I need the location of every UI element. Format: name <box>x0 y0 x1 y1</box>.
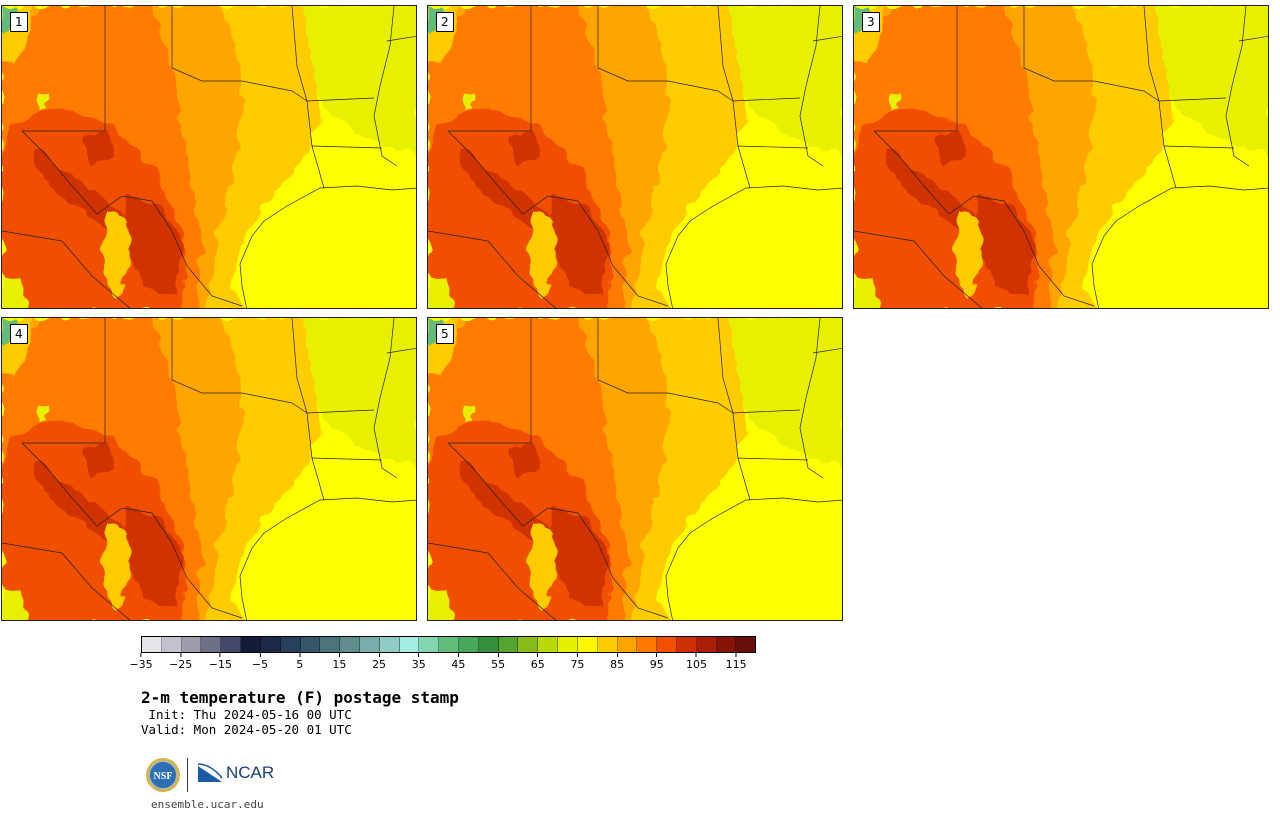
panel-label-4: 4 <box>10 324 28 344</box>
colorbar-tick-label: 65 <box>531 653 545 671</box>
colorbar-segment <box>260 637 281 652</box>
colorbar-segment <box>716 637 737 652</box>
colorbar-segment <box>439 637 459 652</box>
colorbar-tick-label: 75 <box>570 653 584 671</box>
colorbar-segment <box>597 637 618 652</box>
colorbar-tick-label: 25 <box>372 653 386 671</box>
colorbar-segment <box>359 637 380 652</box>
colorbar-tick-label: 45 <box>451 653 465 671</box>
colorbar-segment <box>241 637 261 652</box>
init-time: Init: Thu 2024-05-16 00 UTC <box>141 707 352 722</box>
colorbar-segment <box>280 637 301 652</box>
colorbar-segment <box>399 637 420 652</box>
colorbar-tick-label: 115 <box>726 653 747 671</box>
forecast-panel-3: 3 <box>853 5 1269 309</box>
colorbar-tick-label: 105 <box>686 653 707 671</box>
colorbar-segment <box>340 637 360 652</box>
colorbar-segment <box>221 637 242 652</box>
ncar-logo: NCAR <box>197 762 274 784</box>
temperature-colorbar <box>141 636 756 653</box>
forecast-panel-4: 4 <box>1 317 417 621</box>
nsf-logo-icon: NSF <box>146 758 180 792</box>
colorbar-tick-label: −5 <box>252 653 268 671</box>
logo-divider <box>187 758 188 792</box>
colorbar-segment <box>577 637 598 652</box>
colorbar-segment <box>558 637 578 652</box>
colorbar-tick-label: 5 <box>296 653 303 671</box>
colorbar-segment <box>637 637 658 652</box>
forecast-panel-1: 1 <box>1 5 417 309</box>
colorbar-ticks: −35 −25 −15 −5 5 15 25 35 45 55 65 75 85 95 105 115 <box>129 653 756 673</box>
colorbar-segment <box>161 637 182 652</box>
colorbar-tick-label: −35 <box>129 653 152 671</box>
colorbar-segment <box>676 637 697 652</box>
colorbar-tick-label: 85 <box>610 653 624 671</box>
forecast-panel-2: 2 <box>427 5 843 309</box>
colorbar-segment <box>657 637 677 652</box>
ncar-logo-icon <box>197 763 223 782</box>
colorbar-tick-label: 35 <box>412 653 426 671</box>
ncar-logo-text: NCAR <box>226 763 275 782</box>
colorbar-segment <box>459 637 479 652</box>
colorbar-segment <box>320 637 341 652</box>
panel-label-1: 1 <box>10 12 28 32</box>
nsf-logo-text: NSF <box>154 771 173 782</box>
panel-label-5: 5 <box>436 324 454 344</box>
colorbar-tick-label: 55 <box>491 653 505 671</box>
colorbar-segment <box>142 637 162 652</box>
colorbar-segment <box>300 637 321 652</box>
colorbar-segment <box>617 637 638 652</box>
temperature-map-1 <box>2 6 417 309</box>
valid-time: Valid: Mon 2024-05-20 01 UTC <box>141 722 352 737</box>
colorbar-segment <box>379 637 400 652</box>
temperature-map-2 <box>428 6 843 309</box>
colorbar-segment <box>736 637 756 652</box>
colorbar-segment <box>181 637 202 652</box>
colorbar-tick-label: 15 <box>332 653 346 671</box>
temperature-map-3 <box>854 6 1269 309</box>
colorbar-segment <box>419 637 440 652</box>
colorbar-tick-label: −15 <box>209 653 232 671</box>
colorbar-segment <box>498 637 519 652</box>
figure-title: 2-m temperature (F) postage stamp <box>141 688 459 707</box>
panel-label-3: 3 <box>862 12 880 32</box>
temperature-map-4 <box>2 318 417 621</box>
colorbar-segment <box>201 637 222 652</box>
temperature-map-5 <box>428 318 843 621</box>
colorbar-segment <box>538 637 559 652</box>
colorbar-segment <box>518 637 539 652</box>
colorbar-segment <box>696 637 717 652</box>
panel-label-2: 2 <box>436 12 454 32</box>
site-url: ensemble.ucar.edu <box>151 798 264 811</box>
colorbar-tick-label: 95 <box>650 653 664 671</box>
forecast-panel-5: 5 <box>427 317 843 621</box>
colorbar-segment <box>478 637 499 652</box>
colorbar-tick-label: −25 <box>169 653 192 671</box>
